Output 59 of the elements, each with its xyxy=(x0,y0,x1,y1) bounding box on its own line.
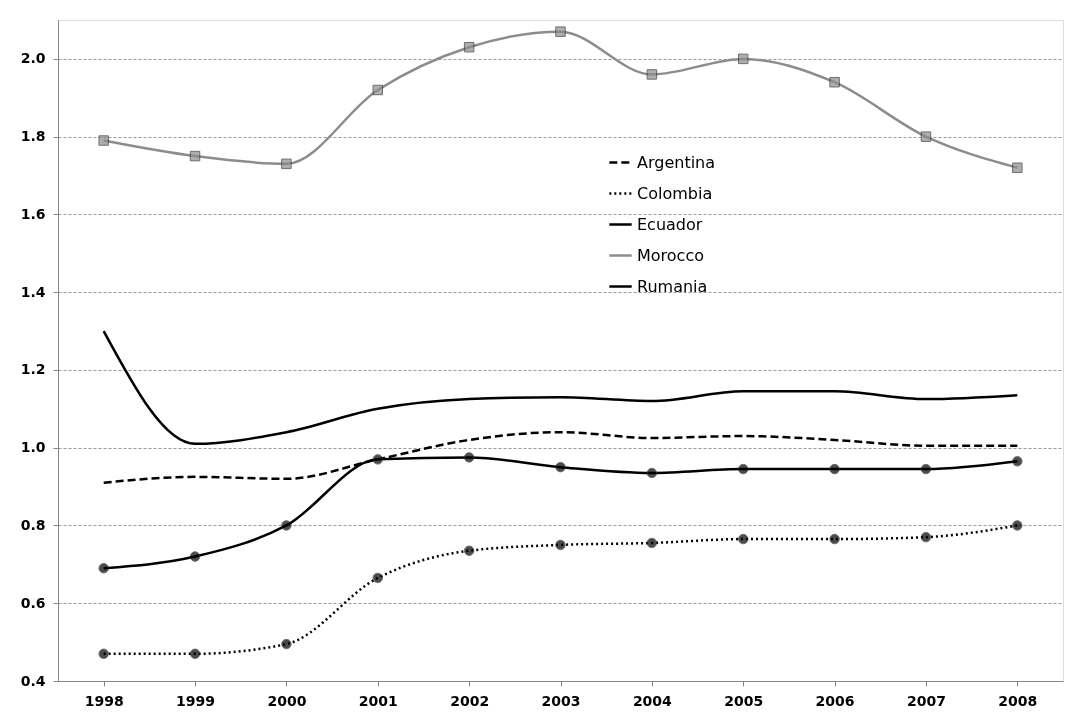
point xyxy=(189,648,201,660)
x-tick-label: 2005 xyxy=(724,692,764,709)
point xyxy=(737,463,749,475)
legend-label: Argentina xyxy=(637,152,716,172)
y-tick-label: 1.2 xyxy=(20,361,46,378)
y-tick-label: 1.4 xyxy=(20,283,46,300)
point xyxy=(646,69,658,80)
x-tick-label: 1998 xyxy=(84,692,124,709)
y-tick-label: 1.6 xyxy=(20,205,46,222)
point xyxy=(372,454,384,465)
point xyxy=(281,638,292,650)
point xyxy=(98,563,109,574)
point xyxy=(920,131,932,142)
y-tick-label: 0.6 xyxy=(20,594,46,611)
point xyxy=(463,545,475,556)
point xyxy=(920,463,932,475)
point xyxy=(1012,162,1023,173)
point xyxy=(646,467,658,479)
point xyxy=(189,551,201,562)
point xyxy=(463,452,475,463)
point xyxy=(646,537,658,549)
point xyxy=(829,533,840,545)
x-tick-label: 2001 xyxy=(358,692,398,709)
x-tick-label: 2000 xyxy=(267,692,307,709)
point xyxy=(829,463,840,475)
legend-label: Rumania xyxy=(637,276,708,296)
point xyxy=(372,84,384,96)
point xyxy=(463,41,475,53)
y-tick-label: 1.0 xyxy=(20,439,46,456)
y-tick-label: 2.0 xyxy=(20,50,46,67)
x-tick-label: 2002 xyxy=(450,692,490,709)
y-tick-label: 0.8 xyxy=(20,516,46,533)
x-tick-label: 2003 xyxy=(541,692,581,709)
point xyxy=(555,461,566,473)
y-tick-label: 1.8 xyxy=(20,128,46,145)
point xyxy=(555,539,566,551)
legend-label: Ecuador xyxy=(637,214,703,234)
x-tick-label: 2007 xyxy=(906,692,946,709)
point xyxy=(1012,520,1023,531)
point xyxy=(1012,456,1023,467)
point xyxy=(920,531,932,543)
line-series xyxy=(102,329,1019,446)
x-tick-label: 1999 xyxy=(176,692,216,709)
point xyxy=(281,520,292,531)
point xyxy=(98,135,109,146)
point xyxy=(189,150,201,162)
point xyxy=(737,533,749,545)
legend-label: Morocco xyxy=(637,245,704,265)
point xyxy=(829,76,840,88)
point xyxy=(372,572,384,584)
y-tick-label: 0.4 xyxy=(20,672,46,689)
point xyxy=(98,648,109,660)
x-tick-label: 2008 xyxy=(998,692,1038,709)
x-tick-label: 2006 xyxy=(815,692,855,709)
point xyxy=(737,53,749,65)
point xyxy=(281,158,292,170)
point xyxy=(555,26,566,37)
legend-label: Colombia xyxy=(637,183,713,203)
x-tick-label: 2004 xyxy=(632,692,673,709)
